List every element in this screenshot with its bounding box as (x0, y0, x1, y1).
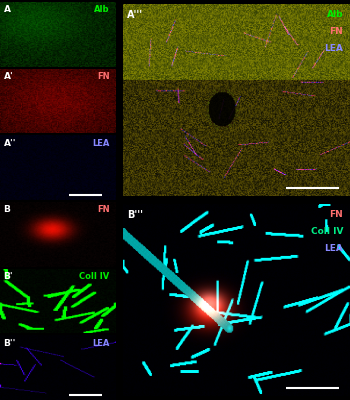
Text: Alb: Alb (327, 10, 343, 19)
Text: FN: FN (329, 27, 343, 36)
Text: FN: FN (97, 72, 110, 81)
Text: A: A (4, 5, 10, 14)
Text: LEA: LEA (324, 244, 343, 253)
Text: B'': B'' (4, 338, 16, 348)
Text: Coll IV: Coll IV (311, 227, 343, 236)
Text: B: B (4, 205, 10, 214)
Text: Alb: Alb (94, 5, 110, 14)
Text: Coll IV: Coll IV (79, 272, 110, 281)
Text: B': B' (4, 272, 13, 281)
Text: A': A' (4, 72, 13, 81)
Text: LEA: LEA (92, 338, 110, 348)
Text: LEA: LEA (92, 138, 110, 148)
Text: A'': A'' (4, 138, 16, 148)
Text: FN: FN (329, 210, 343, 219)
Text: LEA: LEA (324, 44, 343, 53)
Text: FN: FN (97, 205, 110, 214)
Text: B''': B''' (127, 210, 143, 220)
Text: A''': A''' (127, 10, 143, 20)
